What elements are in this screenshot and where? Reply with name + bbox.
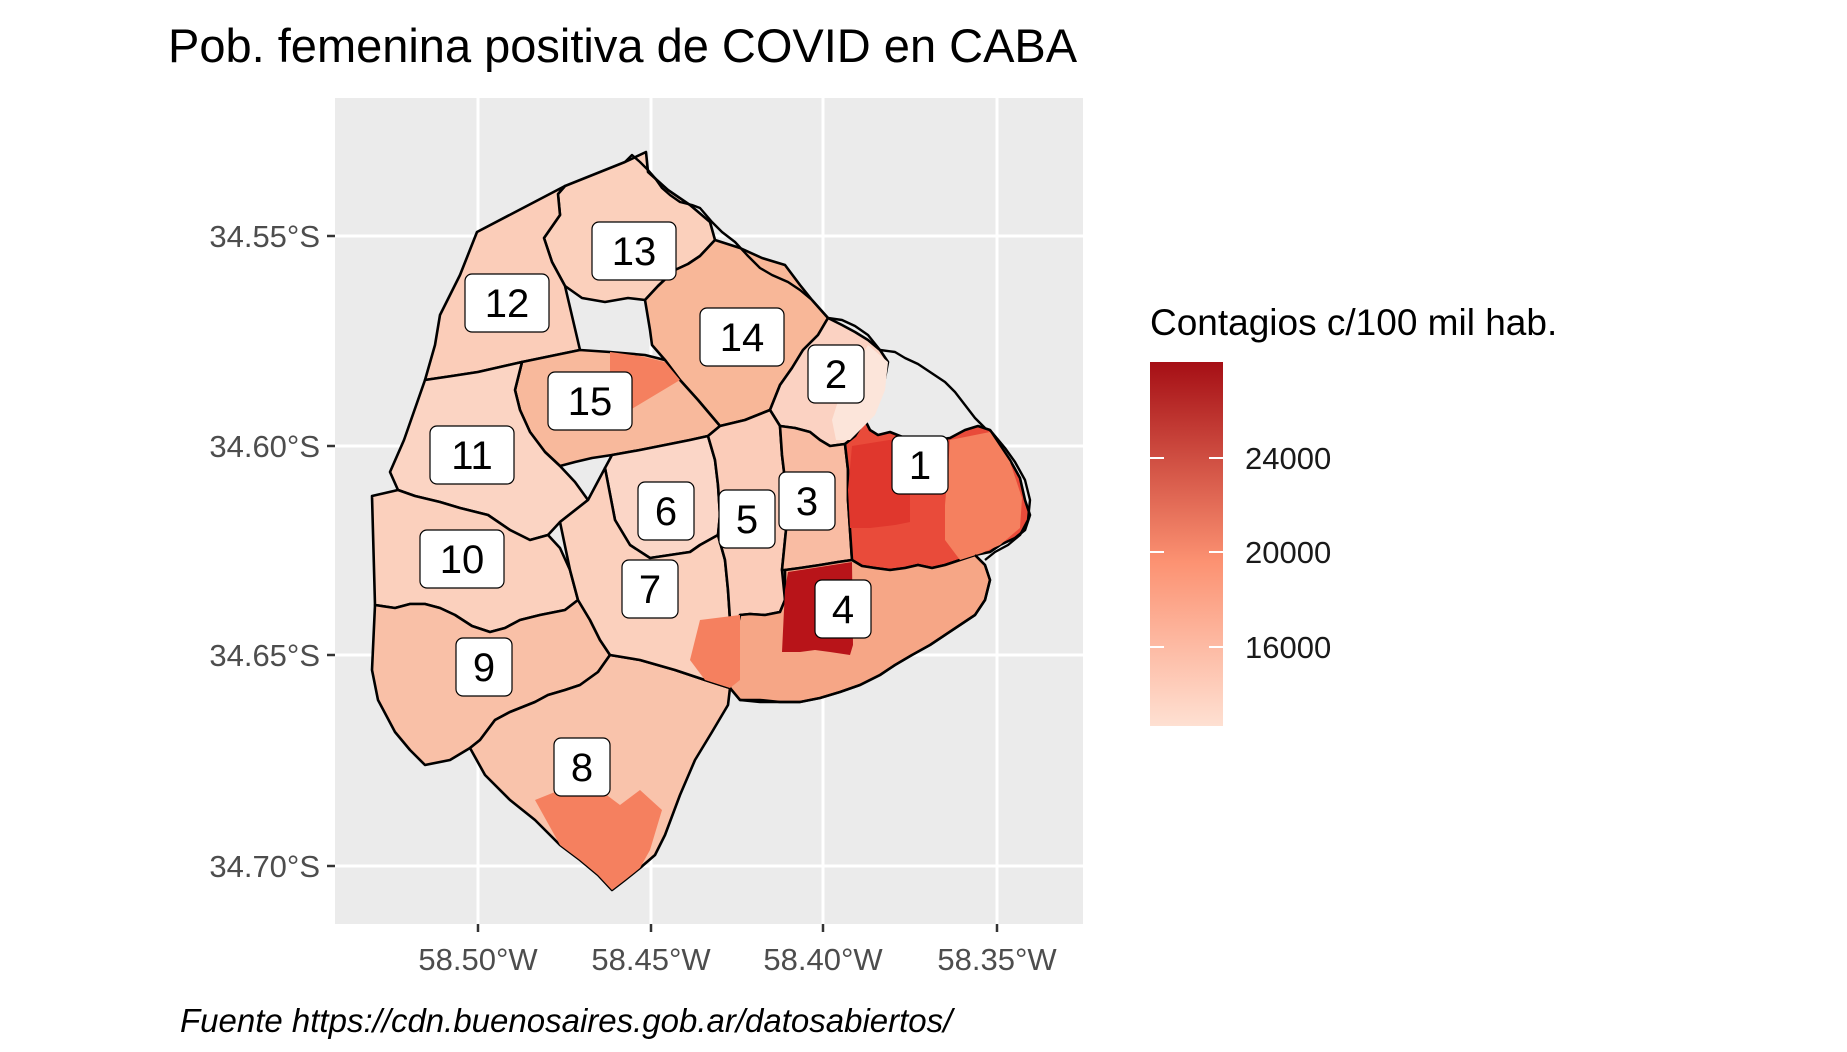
comuna-label-11[interactable]: 11 <box>429 425 515 485</box>
comuna-labels: 1 2 3 4 5 6 7 8 <box>419 221 949 797</box>
comuna-label-11-text: 11 <box>451 434 493 478</box>
x-tick-label-1: 58.50°W <box>418 942 538 977</box>
comuna-label-1[interactable]: 1 <box>891 435 949 495</box>
comuna-label-10-text: 10 <box>440 538 485 582</box>
x-axis: 58.50°W 58.45°W 58.40°W 58.35°W <box>418 924 1057 977</box>
comuna-label-12[interactable]: 12 <box>464 273 550 333</box>
comuna-label-1-text: 1 <box>909 444 931 488</box>
coastline-east <box>984 429 1032 561</box>
comuna-label-15[interactable]: 15 <box>547 371 633 431</box>
map-title: Pob. femenina positiva de COVID en CABA <box>168 19 1078 72</box>
comuna-label-2[interactable]: 2 <box>807 344 865 404</box>
comuna-label-14[interactable]: 14 <box>699 307 785 367</box>
comuna-label-13[interactable]: 13 <box>591 221 677 281</box>
comuna-label-7-text: 7 <box>639 568 661 612</box>
comuna-label-9[interactable]: 9 <box>455 637 513 697</box>
comuna-label-12-text: 12 <box>485 282 530 326</box>
legend-colorbar <box>1150 362 1223 726</box>
y-tick-label-3: 34.65°S <box>209 638 320 673</box>
comuna-label-3-text: 3 <box>796 480 818 524</box>
comuna-label-4-text: 4 <box>832 588 854 632</box>
comuna-label-5-text: 5 <box>736 498 758 542</box>
comuna-label-15-text: 15 <box>568 380 613 424</box>
coastline-north <box>624 153 986 429</box>
comuna-label-3[interactable]: 3 <box>778 471 836 531</box>
legend-title: Contagios c/100 mil hab. <box>1150 302 1557 343</box>
source-caption: Fuente https://cdn.buenosaires.gob.ar/da… <box>180 1002 955 1039</box>
x-tick-label-4: 58.35°W <box>937 942 1057 977</box>
legend: Contagios c/100 mil hab. 24000 20000 160… <box>1150 302 1557 726</box>
y-tick-label-2: 34.60°S <box>209 429 320 464</box>
comuna-label-8-text: 8 <box>571 746 593 790</box>
comuna-label-10[interactable]: 10 <box>419 529 505 589</box>
highlight-comuna-8-south <box>535 775 662 890</box>
comuna-label-5[interactable]: 5 <box>718 489 776 549</box>
coastline <box>624 153 1032 704</box>
comuna-label-8[interactable]: 8 <box>553 737 611 797</box>
comuna-label-14-text: 14 <box>720 316 765 360</box>
highlight-comuna-1-east <box>945 432 1022 560</box>
comuna-label-13-text: 13 <box>612 230 657 274</box>
y-tick-label-4: 34.70°S <box>209 849 320 884</box>
comuna-label-7[interactable]: 7 <box>621 559 679 619</box>
comuna-label-6[interactable]: 6 <box>637 481 695 541</box>
x-tick-label-3: 58.40°W <box>763 942 883 977</box>
legend-tick-label-3: 16000 <box>1245 630 1331 665</box>
y-axis: 34.55°S 34.60°S 34.65°S 34.70°S <box>209 219 335 884</box>
comuna-label-2-text: 2 <box>825 353 847 397</box>
highlight-comuna-4-southwest <box>690 615 740 688</box>
legend-tick-label-2: 20000 <box>1245 535 1331 570</box>
legend-tick-label-1: 24000 <box>1245 441 1331 476</box>
comuna-label-6-text: 6 <box>655 490 677 534</box>
comuna-label-9-text: 9 <box>473 646 495 690</box>
comuna-label-4[interactable]: 4 <box>814 579 872 639</box>
x-tick-label-2: 58.45°W <box>591 942 711 977</box>
y-tick-label-1: 34.55°S <box>209 219 320 254</box>
riachuelo-boundary <box>739 554 992 704</box>
